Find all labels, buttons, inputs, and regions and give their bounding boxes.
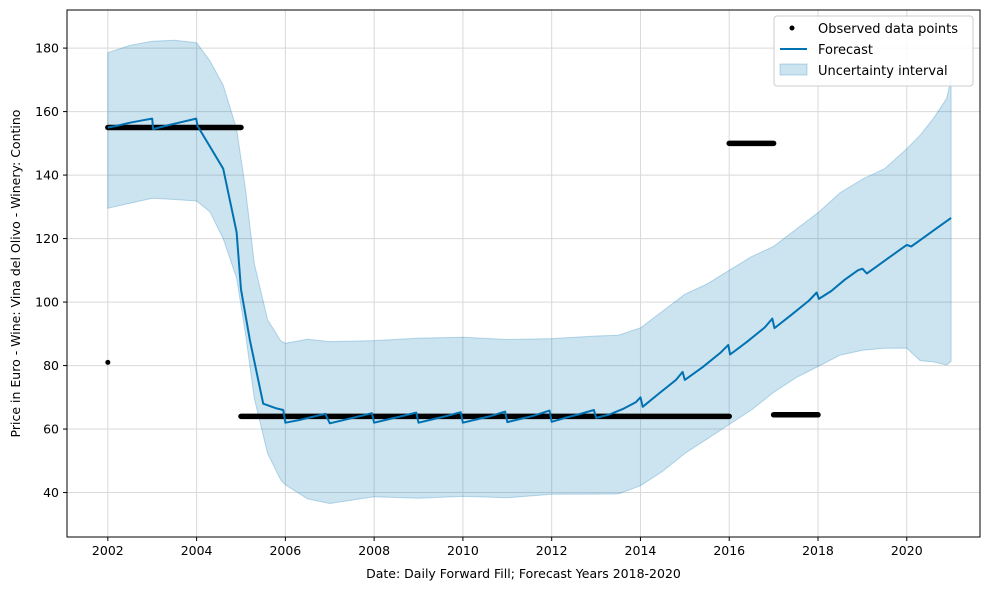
- x-axis-label: Date: Daily Forward Fill; Forecast Years…: [366, 566, 681, 581]
- y-tick-label-140: 140: [35, 168, 59, 183]
- legend-observed-marker: [790, 26, 795, 31]
- legend-forecast-label: Forecast: [818, 43, 873, 58]
- y-tick-label-100: 100: [35, 295, 59, 310]
- x-tick-label-2006: 2006: [269, 543, 301, 558]
- y-tick-label-40: 40: [43, 485, 59, 500]
- y-tick-label-120: 120: [35, 231, 59, 246]
- x-tick-label-2018: 2018: [802, 543, 834, 558]
- y-tick-label-80: 80: [43, 358, 59, 373]
- y-tick-label-180: 180: [35, 41, 59, 56]
- x-tick-label-2014: 2014: [625, 543, 657, 558]
- observed-point-single-0: [105, 360, 110, 365]
- x-tick-label-2008: 2008: [358, 543, 390, 558]
- x-tick-label-2016: 2016: [713, 543, 745, 558]
- x-tick-label-2004: 2004: [181, 543, 213, 558]
- y-axis-label: Price in Euro - Wine: Vina del Olivo - W…: [8, 110, 23, 438]
- legend-uncertainty-label: Uncertainty interval: [818, 64, 948, 79]
- legend: Observed data points Forecast Uncertaint…: [774, 16, 973, 86]
- x-tick-label-2020: 2020: [891, 543, 923, 558]
- legend-uncertainty-swatch: [780, 64, 807, 75]
- y-tick-label-160: 160: [35, 104, 59, 119]
- x-tick-label-2012: 2012: [536, 543, 568, 558]
- x-tick-label-2002: 2002: [92, 543, 124, 558]
- x-tick-label-2010: 2010: [447, 543, 479, 558]
- y-tick-label-60: 60: [43, 422, 59, 437]
- legend-observed-label: Observed data points: [818, 22, 958, 37]
